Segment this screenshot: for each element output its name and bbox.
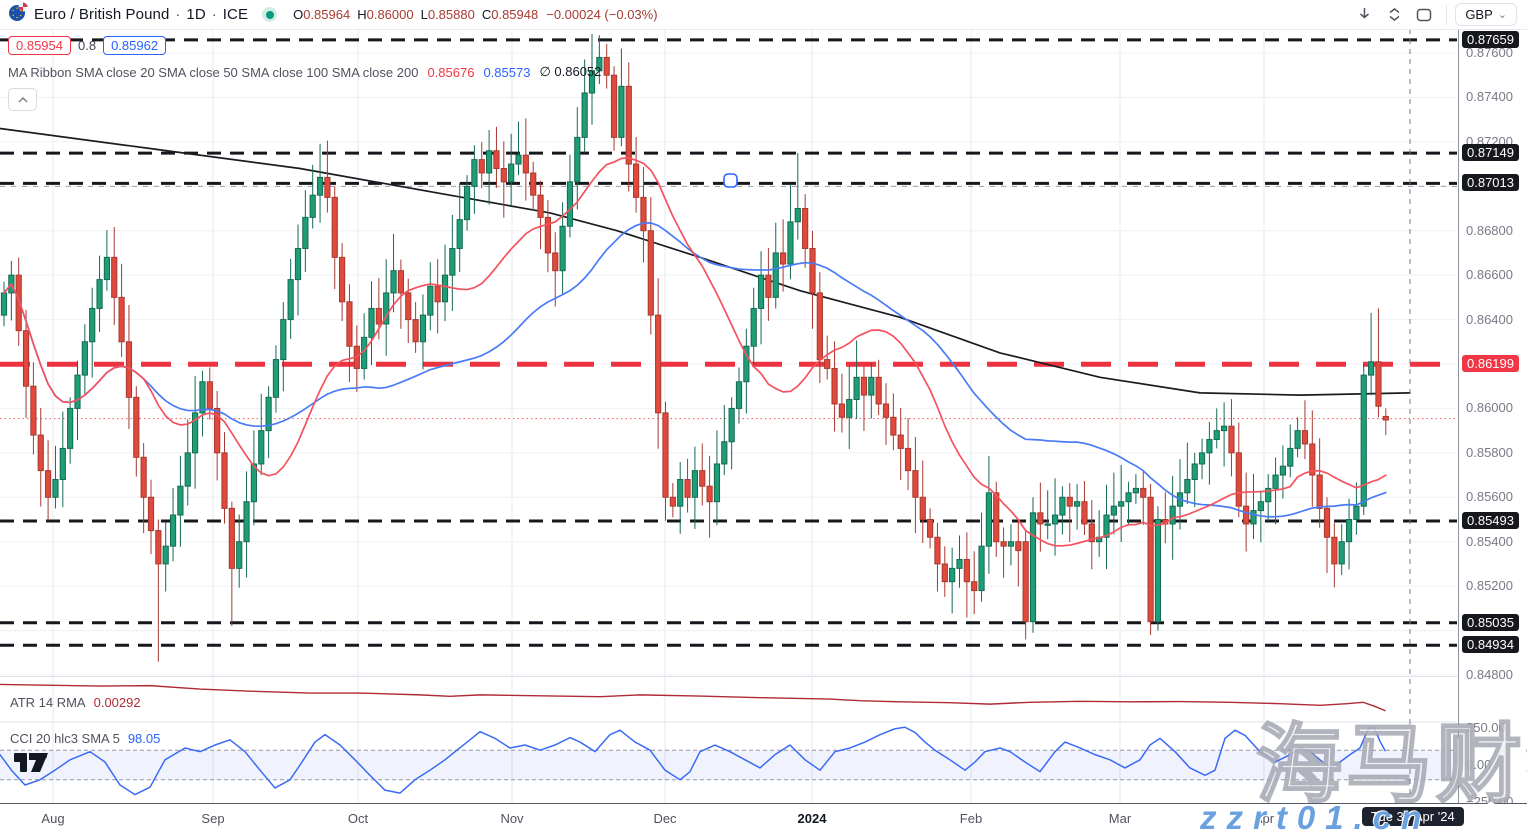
collapse-expand-icon[interactable]: [1380, 3, 1408, 27]
time-label: Mar: [1108, 811, 1132, 826]
ma-ribbon-legend[interactable]: MA Ribbon SMA close 20 SMA close 50 SMA …: [8, 64, 601, 80]
candles: [0, 33, 1389, 662]
open-label: O: [293, 7, 304, 22]
cci-legend[interactable]: CCI 20 hlc3 SMA 5 98.05: [10, 731, 160, 746]
drawing-anchor-handle: [723, 173, 738, 188]
high-value: 0.86000: [366, 7, 414, 22]
open-value: 0.85964: [303, 7, 351, 22]
cci-tick: 0.00: [1466, 757, 1492, 772]
exchange-button[interactable]: ICE: [222, 6, 249, 23]
low-value: 0.85880: [427, 7, 475, 22]
ribbon-average-value: ∅ 0.86052: [539, 64, 602, 79]
sma50-value: 0.85573: [483, 64, 531, 80]
time-label: Nov: [500, 811, 524, 826]
price-line-label-blue[interactable]: 0.85962: [103, 36, 167, 55]
download-icon[interactable]: [1350, 3, 1378, 27]
cci-value: 98.05: [127, 731, 161, 746]
time-axis[interactable]: Aug Sep Oct Nov Dec 2024 Feb Mar Apr: [0, 803, 1527, 832]
price-tick: 0.86000: [1466, 400, 1513, 416]
price-tick: 0.86600: [1466, 267, 1513, 283]
change-value: −0.00024 (−0.03%): [546, 7, 658, 22]
currency-label: GBP: [1465, 7, 1493, 22]
close-label: C: [481, 7, 492, 22]
interval-button[interactable]: 1D: [186, 6, 206, 23]
time-label: Dec: [653, 811, 677, 826]
atr-value: 0.00292: [93, 695, 141, 710]
price-level-badge: 0.86199: [1462, 355, 1519, 373]
title-separator: ·: [211, 6, 217, 23]
cci-tick: 250.00: [1466, 720, 1506, 735]
ma-ribbon-title: MA Ribbon SMA close 20 SMA close 50 SMA …: [8, 64, 419, 80]
low-label: L: [420, 7, 428, 22]
price-tick: 0.87600: [1466, 45, 1513, 60]
toolbar: Euro / British Pound · 1D · ICE O0.85964…: [0, 0, 1527, 30]
high-label: H: [357, 7, 367, 22]
price-level-badge: 0.85493: [1462, 512, 1519, 530]
cci-title: CCI 20 hlc3 SMA 5: [10, 731, 120, 746]
chart-legend: 0.85954 0.8 0.85962 MA Ribbon SMA close …: [8, 36, 601, 111]
time-label: Apr: [1253, 811, 1275, 826]
atr-title: ATR 14 RMA: [10, 695, 86, 710]
price-level-badge: 0.85035: [1462, 613, 1519, 631]
symbol-info-bar: Euro / British Pound · 1D · ICE O0.85964…: [0, 2, 658, 27]
price-tick: 0.85800: [1466, 444, 1513, 460]
fullscreen-icon[interactable]: [1410, 3, 1438, 27]
time-label: Aug: [41, 811, 65, 826]
atr-legend[interactable]: ATR 14 RMA 0.00292: [10, 695, 141, 710]
price-scale[interactable]: 0.87600 0.87400 0.87200 0.86800 0.86600 0.864…: [1458, 29, 1527, 809]
time-label: Oct: [347, 811, 369, 826]
price-level-badge: 0.87013: [1462, 174, 1519, 192]
time-label: Feb: [959, 811, 983, 826]
legend-collapse-button[interactable]: [8, 88, 37, 111]
date-badge: Tue 30 Apr '24: [1362, 807, 1464, 826]
price-tick: 0.84800: [1466, 666, 1513, 682]
symbol-name-button[interactable]: Euro / British Pound: [34, 6, 170, 23]
tradingview-logo-icon[interactable]: [14, 746, 50, 781]
price-level-badge: 0.87149: [1462, 144, 1519, 162]
price-level-badge: 0.87659: [1462, 30, 1519, 48]
price-tick: 0.85400: [1466, 533, 1513, 549]
price-tick: 0.85200: [1466, 578, 1513, 594]
time-label: 2024: [797, 811, 827, 826]
currency-dropdown[interactable]: GBP ⌄: [1455, 3, 1517, 26]
symbol-logo-icon[interactable]: [8, 2, 28, 27]
title-separator: ·: [175, 6, 181, 23]
market-status-icon[interactable]: [262, 7, 278, 22]
time-label: Sep: [201, 811, 225, 826]
price-tick: 0.87400: [1466, 89, 1513, 105]
price-tick: 0.86400: [1466, 311, 1513, 327]
price-tick: 0.85600: [1466, 489, 1513, 505]
price-tick: 0.86800: [1466, 222, 1513, 238]
toolbar-actions: GBP ⌄: [1350, 3, 1527, 27]
price-level-badge: 0.84934: [1462, 636, 1519, 654]
price-line-label-mid: 0.8: [78, 38, 97, 53]
close-value: 0.85948: [491, 7, 539, 22]
price-line-label-red[interactable]: 0.85954: [8, 36, 71, 55]
toolbar-divider: [1446, 4, 1448, 25]
ohlc-readout: O0.85964 H0.86000 L0.85880 C0.85948: [293, 7, 538, 22]
chevron-down-icon: ⌄: [1497, 9, 1507, 21]
sma20-value: 0.85676: [427, 64, 475, 80]
